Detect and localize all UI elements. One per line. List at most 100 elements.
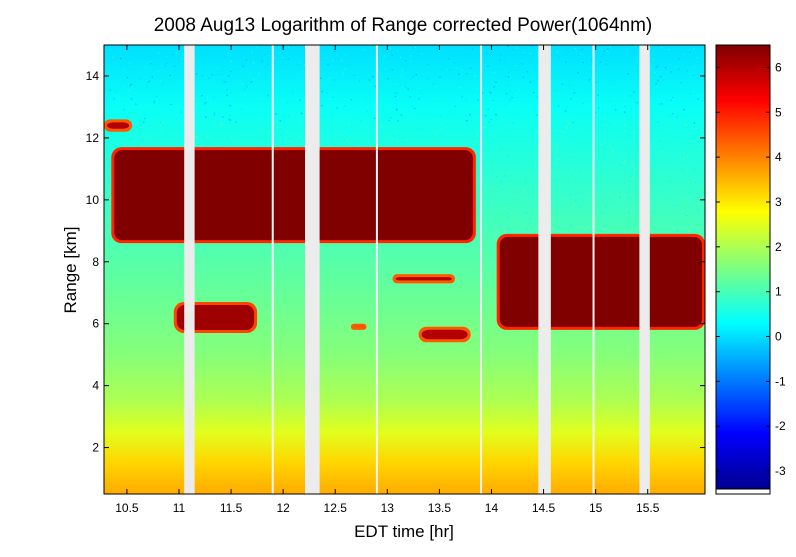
noise-speck: [526, 227, 528, 230]
noise-speck: [699, 86, 702, 88]
noise-speck: [298, 125, 300, 127]
noise-speck: [453, 62, 456, 64]
noise-speck: [288, 67, 291, 69]
noise-speck: [242, 65, 244, 67]
noise-speck: [418, 118, 420, 120]
noise-speck: [465, 115, 467, 117]
noise-speck: [333, 125, 335, 127]
noise-speck: [698, 148, 700, 150]
noise-speck: [217, 74, 219, 76]
x-axis-label: EDT time [hr]: [354, 522, 454, 541]
noise-speck: [434, 48, 437, 50]
noise-speck: [281, 95, 283, 97]
noise-speck: [506, 216, 509, 218]
noise-speck: [516, 47, 518, 49]
noise-speck: [683, 109, 686, 111]
noise-speck: [203, 103, 206, 105]
colorbar-tick-label: 0: [775, 330, 782, 344]
noise-speck: [679, 118, 682, 120]
noise-speck: [250, 127, 252, 130]
noise-speck: [508, 74, 511, 77]
cloud-core: [114, 150, 473, 241]
noise-speck: [589, 78, 591, 80]
noise-speck: [495, 114, 497, 116]
noise-speck: [613, 102, 616, 104]
noise-speck: [505, 149, 507, 151]
noise-speck: [488, 91, 491, 93]
noise-speck: [604, 183, 607, 185]
noise-speck: [201, 75, 203, 77]
noise-speck: [490, 92, 492, 94]
noise-speck: [605, 229, 607, 231]
noise-speck: [683, 53, 685, 55]
noise-speck: [609, 46, 611, 48]
x-tick-label: 14: [485, 501, 499, 515]
noise-speck: [578, 206, 581, 208]
noise-speck: [110, 163, 112, 165]
noise-speck: [689, 154, 691, 156]
noise-speck: [325, 57, 328, 59]
noise-speck: [264, 66, 266, 68]
noise-speck: [498, 55, 500, 57]
noise-speck: [668, 49, 670, 51]
noise-speck: [445, 73, 448, 75]
noise-speck: [522, 190, 524, 192]
noise-speck: [605, 206, 607, 208]
noise-speck: [150, 63, 152, 65]
noise-speck: [489, 187, 492, 190]
noise-speck: [608, 123, 611, 125]
noise-speck: [206, 136, 209, 138]
noise-speck: [573, 204, 575, 206]
noise-speck: [381, 107, 384, 109]
noise-speck: [671, 113, 674, 115]
noise-speck: [261, 60, 263, 62]
noise-speck: [630, 175, 633, 177]
noise-speck: [383, 137, 386, 139]
noise-speck: [165, 122, 167, 124]
noise-speck: [536, 114, 538, 116]
noise-speck: [678, 58, 680, 60]
noise-speck: [481, 92, 484, 94]
noise-speck: [259, 85, 261, 87]
noise-speck: [623, 111, 626, 113]
noise-speck: [599, 185, 601, 187]
noise-speck: [447, 114, 449, 117]
noise-speck: [516, 96, 518, 98]
noise-speck: [210, 134, 213, 136]
noise-speck: [655, 138, 658, 140]
noise-speck: [493, 108, 495, 110]
noise-speck: [676, 116, 679, 118]
noise-speck: [160, 129, 162, 131]
noise-speck: [405, 87, 407, 89]
colorbar-tick-label: 4: [775, 150, 782, 164]
noise-speck: [522, 180, 524, 182]
noise-speck: [298, 62, 300, 64]
noise-speck: [385, 68, 387, 70]
noise-speck: [287, 115, 289, 117]
noise-speck: [448, 136, 450, 138]
noise-speck: [439, 76, 441, 78]
noise-speck: [175, 52, 177, 54]
noise-speck: [677, 229, 679, 231]
noise-speck: [405, 60, 407, 62]
noise-speck: [499, 129, 501, 131]
noise-speck: [564, 110, 567, 112]
noise-speck: [585, 188, 588, 190]
noise-speck: [117, 135, 119, 138]
noise-speck: [684, 124, 687, 126]
noise-speck: [297, 121, 300, 123]
noise-speck: [262, 134, 264, 136]
noise-speck: [176, 51, 179, 53]
noise-speck: [427, 78, 429, 80]
noise-speck: [424, 82, 426, 84]
noise-speck: [353, 95, 356, 97]
noise-speck: [508, 84, 510, 86]
noise-speck: [109, 89, 112, 91]
noise-speck: [327, 64, 329, 66]
noise-speck: [108, 221, 111, 223]
noise-speck: [599, 61, 601, 63]
noise-speck: [337, 53, 339, 55]
data-gap-thin: [271, 45, 274, 494]
noise-speck: [598, 140, 600, 142]
noise-speck: [578, 89, 581, 91]
